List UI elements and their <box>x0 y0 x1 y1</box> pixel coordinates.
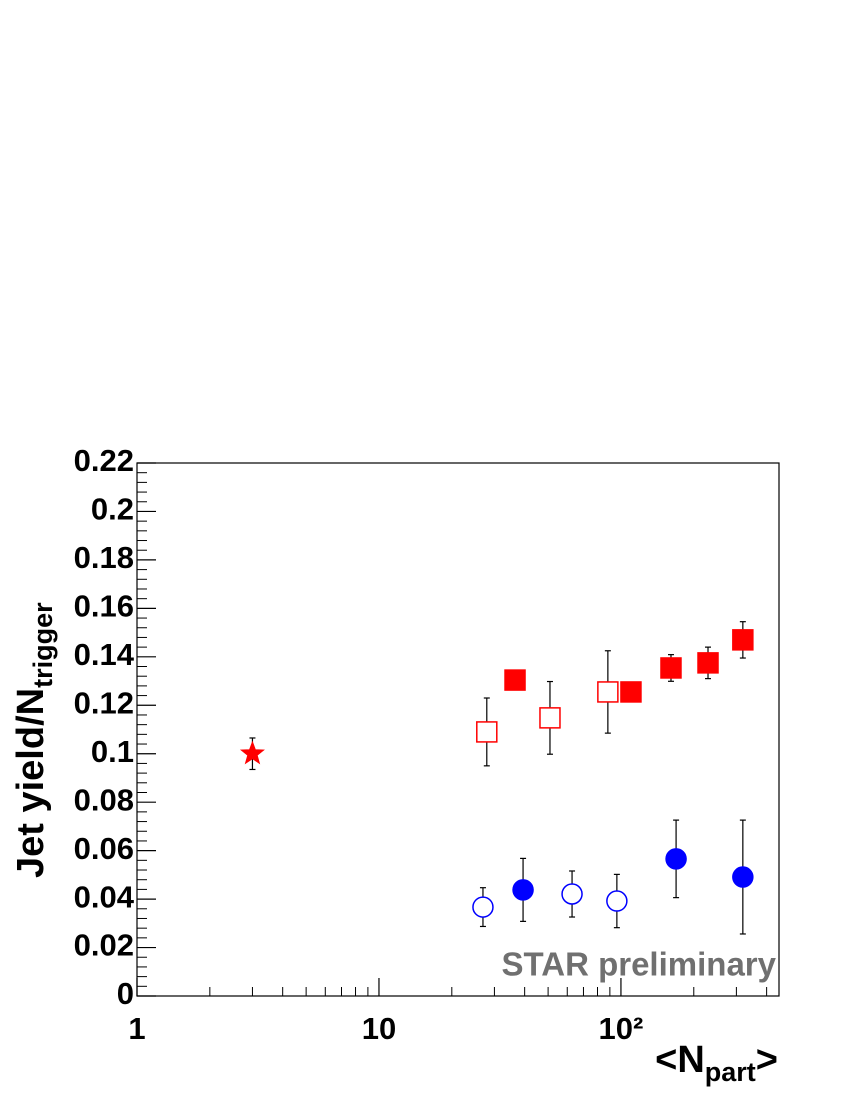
annotation: STAR preliminary <box>502 946 777 983</box>
y-axis-title: Jet yield/Ntrigger <box>10 602 58 878</box>
marker <box>239 740 265 765</box>
y-tick-label: 0 <box>117 976 134 1011</box>
x-tick-label: 1 <box>128 1011 145 1046</box>
y-tick-label: 0.16 <box>74 589 134 624</box>
x-axis-title: <Npart> <box>655 1039 778 1087</box>
marker <box>561 883 583 905</box>
marker <box>606 890 628 912</box>
marker <box>732 629 754 651</box>
marker <box>504 669 526 691</box>
x-title-pre: <N <box>655 1039 705 1081</box>
marker <box>620 681 642 703</box>
marker <box>697 652 719 674</box>
plot-frame <box>136 462 780 997</box>
marker <box>665 848 687 870</box>
marker <box>539 707 561 729</box>
x-tick-label: 10 <box>362 1011 396 1046</box>
y-title-sub: trigger <box>28 602 58 688</box>
marker <box>660 657 682 679</box>
y-tick-label: 0.2 <box>91 492 134 527</box>
marker <box>512 879 534 901</box>
y-tick-label: 0.12 <box>74 685 134 720</box>
x-title-sub: part <box>705 1057 756 1087</box>
y-tick-label: 0.02 <box>74 928 134 963</box>
y-tick-label: 0.14 <box>74 637 135 672</box>
y-tick-label: 0.1 <box>91 734 134 769</box>
marker <box>476 721 498 743</box>
marker <box>472 896 494 918</box>
x-tick-label: 10² <box>599 1011 644 1046</box>
marker <box>732 866 754 888</box>
y-tick-label: 0.18 <box>74 540 134 575</box>
marker <box>597 681 619 703</box>
y-tick-label: 0.06 <box>74 831 134 866</box>
y-title-pre: Jet yield/N <box>10 688 52 878</box>
y-tick-label: 0.08 <box>74 782 134 817</box>
x-title-post: > <box>756 1039 778 1081</box>
y-tick-label: 0.04 <box>74 879 135 914</box>
y-tick-label: 0.22 <box>74 443 134 478</box>
